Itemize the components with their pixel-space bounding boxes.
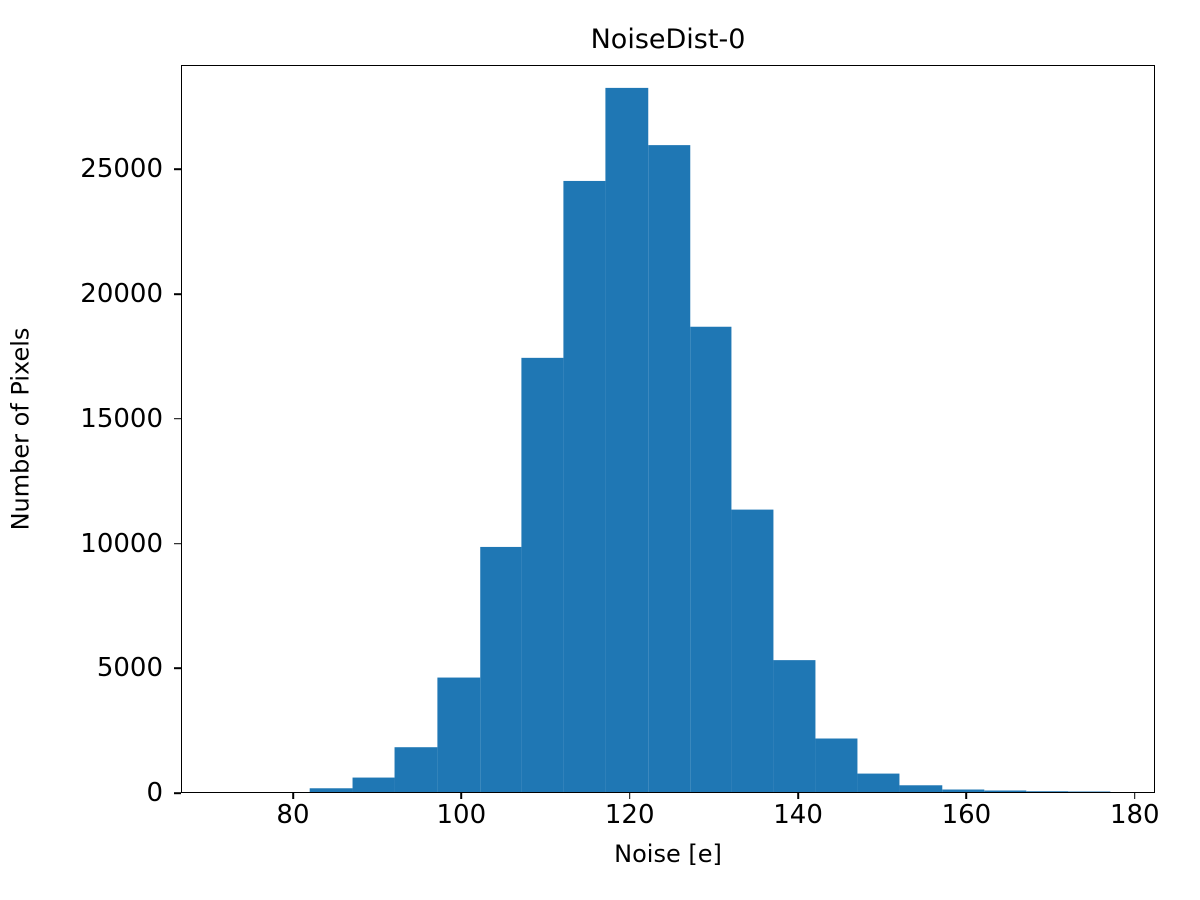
- y-tick-label: 15000: [80, 403, 163, 434]
- x-tick-label: 160: [941, 800, 992, 830]
- histogram-bar: [942, 789, 985, 792]
- y-tick-mark: [174, 168, 181, 171]
- histogram-bar: [690, 326, 732, 792]
- plot-area: [181, 65, 1155, 793]
- histogram-bar: [857, 773, 900, 792]
- x-tick-label: 80: [276, 800, 310, 830]
- x-tick-label: 120: [604, 800, 655, 830]
- x-tick-mark: [965, 792, 968, 799]
- histogram-bar: [563, 180, 606, 792]
- y-tick-mark: [174, 417, 181, 420]
- x-axis-label: Noise [e]: [614, 840, 722, 868]
- y-tick-label: 5000: [96, 653, 163, 684]
- y-tick-label: 25000: [80, 154, 163, 185]
- histogram-bar: [984, 790, 1027, 792]
- y-tick-mark: [174, 667, 181, 670]
- histogram-bar: [815, 738, 858, 792]
- x-tick-mark: [797, 792, 799, 799]
- histogram-bar: [899, 785, 943, 792]
- histogram-bar: [394, 747, 438, 792]
- x-tick-mark: [460, 792, 463, 799]
- y-tick-mark: [174, 792, 181, 794]
- y-tick-mark: [174, 293, 181, 295]
- y-tick-mark: [174, 542, 181, 545]
- histogram-bar: [1026, 791, 1069, 792]
- histogram-bar: [773, 660, 816, 792]
- histogram-bar: [605, 87, 649, 792]
- histogram-bars: [309, 87, 1111, 792]
- x-tick-mark: [1133, 792, 1136, 799]
- histogram-bar: [648, 145, 691, 792]
- histogram-bar: [352, 777, 395, 792]
- x-tick-label: 140: [773, 800, 823, 830]
- y-tick-label: 10000: [80, 528, 163, 559]
- y-tick-label: 0: [146, 778, 163, 808]
- y-axis-label: Number of Pixels: [0, 65, 40, 793]
- y-axis-label-text: Number of Pixels: [6, 327, 35, 531]
- chart-title: NoiseDist-0: [590, 24, 746, 55]
- x-tick-label: 100: [436, 800, 487, 830]
- histogram-bar: [437, 677, 481, 792]
- x-tick-mark: [292, 792, 294, 799]
- histogram-bar: [480, 546, 522, 792]
- histogram-bar: [731, 509, 774, 792]
- histogram-bar: [521, 357, 564, 792]
- x-tick-label: 180: [1109, 800, 1160, 830]
- y-tick-label: 20000: [80, 279, 163, 310]
- x-tick-mark: [628, 792, 631, 799]
- histogram-bar: [309, 788, 353, 792]
